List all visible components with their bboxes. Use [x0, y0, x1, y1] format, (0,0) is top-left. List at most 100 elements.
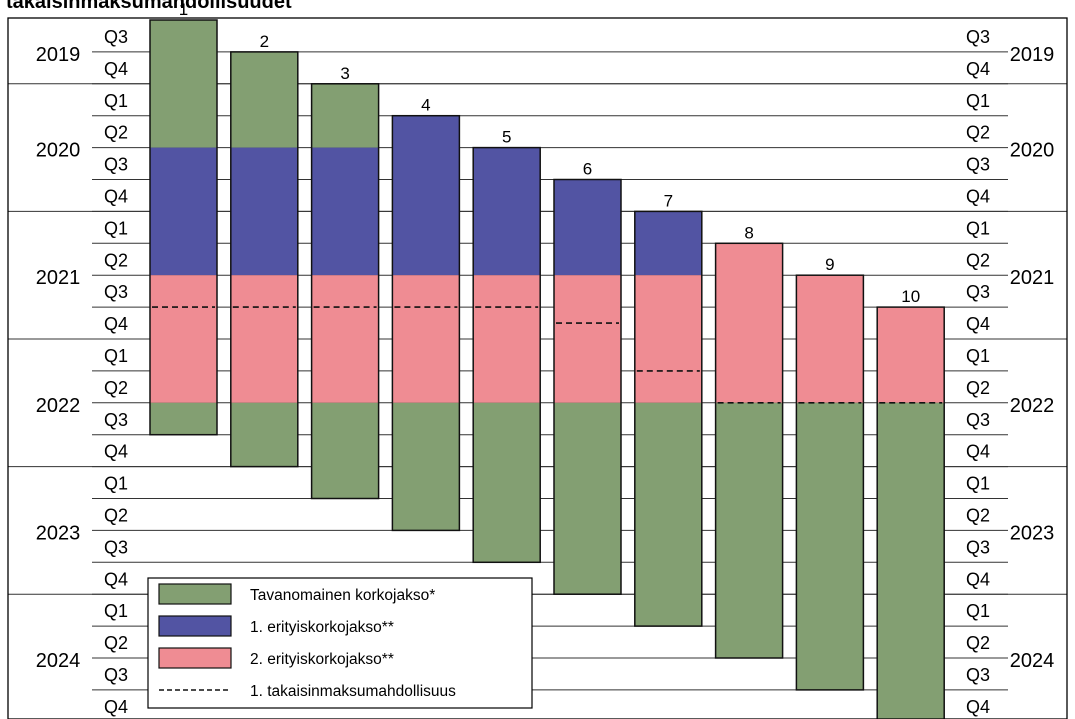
quarter-label-right: Q1	[966, 91, 990, 111]
bar-segment	[311, 402, 379, 499]
legend-label: 2. erityiskorkojakso**	[250, 651, 394, 668]
quarter-label-right: Q2	[966, 250, 990, 270]
legend-swatch	[158, 615, 232, 637]
quarter-label-right: Q1	[966, 474, 990, 494]
bar-segment	[311, 83, 379, 148]
bar-segment	[150, 275, 217, 403]
quarter-label-right: Q4	[966, 186, 990, 206]
bar-number-labels: 1 2 3 4 5 6 7 8 9 10	[179, 0, 920, 306]
bar-segment	[392, 402, 460, 531]
bar-segment	[473, 275, 541, 403]
quarter-label-right: Q1	[966, 601, 990, 621]
quarter-label-right: Q4	[966, 59, 990, 79]
year-label-right: 2021	[1010, 267, 1055, 289]
axis-labels: 2019 2019 Q3 Q3 Q4 Q4 2020 2020 Q1 Q1 Q2 Q2 Q3 Q3 Q4 Q4…	[36, 27, 1055, 717]
bar-segment	[150, 147, 217, 276]
bar-segment	[634, 402, 702, 627]
quarter-label-right: Q1	[966, 218, 990, 238]
quarter-label-left: Q3	[104, 537, 128, 557]
bar-segment	[796, 402, 864, 690]
quarter-label-left: Q4	[104, 442, 128, 462]
quarter-label-left: Q4	[104, 186, 128, 206]
bar-outline	[391, 114, 461, 532]
bar-segment	[311, 147, 379, 276]
quarter-label-right: Q1	[966, 346, 990, 366]
bar-segment	[634, 275, 702, 403]
quarter-label-right: Q4	[966, 314, 990, 334]
quarter-label-left: Q3	[104, 27, 128, 47]
year-label-right: 2024	[1010, 650, 1055, 672]
bar-segment	[392, 275, 460, 403]
bar-segment	[796, 275, 864, 403]
quarter-label-right: Q4	[966, 697, 990, 717]
quarter-label-right: Q3	[966, 537, 990, 557]
bar-outline	[795, 274, 865, 691]
quarter-label-left: Q1	[104, 474, 128, 494]
bar-label: 5	[502, 128, 511, 147]
bar-segment	[715, 243, 783, 403]
legend: Tavanomainen korkojakso* 1. erityiskorkoj…	[147, 577, 533, 709]
bar-label: 9	[825, 255, 834, 274]
bar-segment	[473, 147, 541, 276]
quarter-label-right: Q2	[966, 505, 990, 525]
bar-label: 1	[179, 0, 188, 19]
bar-segment	[554, 402, 621, 595]
bar-segment	[715, 402, 783, 658]
bar-label: 3	[340, 64, 349, 83]
quarter-label-right: Q4	[966, 569, 990, 589]
quarter-label-left: Q4	[104, 697, 128, 717]
quarter-label-right: Q2	[966, 378, 990, 398]
year-label-right: 2023	[1010, 522, 1055, 544]
bar-segment	[150, 20, 217, 148]
quarter-label-left: Q3	[104, 155, 128, 175]
quarter-label-left: Q4	[104, 314, 128, 334]
year-label-right: 2020	[1010, 140, 1055, 162]
chart-title: takaisinmaksumahdollisuudet	[6, 0, 292, 13]
quarter-label-right: Q4	[966, 442, 990, 462]
year-label-left: 2019	[36, 44, 81, 66]
quarter-label-right: Q2	[966, 123, 990, 143]
quarter-label-left: Q2	[104, 633, 128, 653]
bar-outline	[149, 19, 218, 436]
bar-segment	[150, 402, 217, 435]
year-label-left: 2021	[36, 267, 81, 289]
bar-outline	[714, 242, 784, 659]
year-label-right: 2022	[1010, 395, 1055, 417]
quarter-label-left: Q3	[104, 410, 128, 430]
quarter-label-right: Q3	[966, 27, 990, 47]
bar-outline	[634, 210, 703, 627]
bar-outline	[553, 178, 622, 595]
bar-segment	[230, 275, 298, 403]
bar-label: 2	[260, 32, 269, 51]
repayment-lines	[152, 306, 943, 404]
bar-outline	[472, 146, 541, 564]
legend-label: 1. takaisinmaksumahdollisuus	[250, 683, 456, 700]
legend-swatch	[158, 647, 232, 669]
legend-label: 1. erityiskorkojakso**	[250, 619, 394, 636]
quarter-label-left: Q2	[104, 505, 128, 525]
quarter-label-left: Q2	[104, 250, 128, 270]
bar-outline	[876, 306, 945, 719]
bar-label: 7	[664, 191, 673, 210]
legend-swatch	[158, 583, 232, 605]
bar-label: 8	[744, 223, 753, 242]
year-label-right: 2019	[1010, 44, 1055, 66]
bar-label: 10	[901, 287, 920, 306]
year-label-left: 2023	[36, 522, 81, 544]
legend-label: Tavanomainen korkojakso*	[250, 587, 435, 604]
bar-segment	[554, 179, 621, 276]
quarter-label-left: Q4	[104, 59, 128, 79]
quarter-label-left: Q2	[104, 378, 128, 398]
quarter-label-left: Q1	[104, 218, 128, 238]
bar-segment	[230, 51, 298, 148]
year-label-left: 2022	[36, 395, 81, 417]
bar-segment	[230, 402, 298, 467]
quarter-label-right: Q2	[966, 633, 990, 653]
bar-outline	[230, 51, 299, 468]
quarter-label-right: Q3	[966, 155, 990, 175]
bars	[149, 19, 945, 719]
bar-segment	[877, 402, 945, 719]
year-label-left: 2020	[36, 140, 81, 162]
bar-outline	[310, 83, 380, 500]
